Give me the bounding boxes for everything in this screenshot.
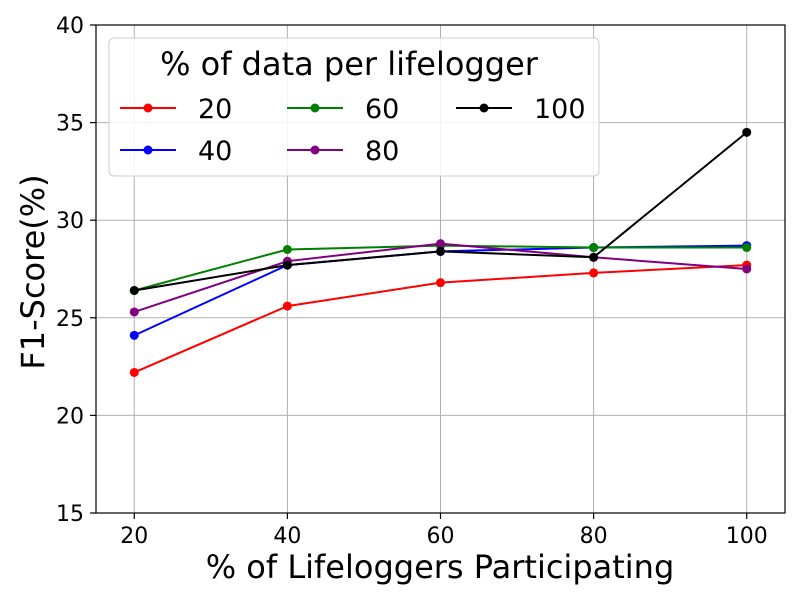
data-point-40-20 [129, 330, 139, 340]
y-tick-label: 20 [56, 404, 84, 429]
x-tick-label: 20 [120, 524, 148, 549]
y-tick-label: 35 [56, 112, 84, 137]
y-tick-label: 40 [56, 14, 84, 39]
x-tick-label: 40 [273, 524, 301, 549]
legend-marker-20 [143, 103, 153, 113]
x-tick-label: 80 [580, 524, 608, 549]
data-point-100-40 [282, 260, 292, 270]
legend-label-100: 100 [534, 94, 586, 125]
legend-label-80: 80 [365, 136, 399, 167]
y-tick-label: 25 [56, 307, 84, 332]
data-point-80-60 [436, 239, 445, 249]
x-axis-title: % of Lifeloggers Participating [206, 548, 675, 586]
data-point-20-20 [129, 367, 139, 377]
legend: % of data per lifelogger 20 40 60 80 100 [108, 37, 600, 177]
legend-box [108, 37, 600, 177]
legend-title: % of data per lifelogger [160, 45, 539, 83]
legend-label-60: 60 [365, 94, 399, 125]
plot-series [129, 127, 752, 377]
x-tick-label: 60 [427, 524, 455, 549]
data-point-80-20 [129, 307, 139, 317]
legend-marker-60 [310, 103, 320, 113]
data-point-100-20 [129, 285, 139, 295]
legend-marker-100 [479, 103, 489, 113]
data-point-100-80 [589, 252, 599, 262]
data-point-60-40 [282, 244, 292, 254]
data-point-20-60 [436, 278, 445, 288]
axes: 20 40 60 80 100 15 20 25 30 35 40 [56, 14, 786, 549]
data-point-60-80 [589, 243, 599, 253]
data-point-60-100 [742, 243, 752, 253]
y-tick-label: 30 [56, 209, 84, 234]
data-point-100-60 [436, 246, 445, 256]
legend-marker-40 [143, 145, 153, 155]
x-tick-label: 100 [726, 524, 768, 549]
data-point-20-40 [282, 301, 292, 311]
data-point-80-100 [742, 264, 752, 274]
y-tick-label: 15 [56, 502, 84, 527]
data-point-100-100 [742, 127, 752, 137]
y-axis-title: F1-Score(%) [14, 174, 52, 369]
data-point-20-80 [589, 268, 599, 278]
legend-label-40: 40 [198, 136, 232, 167]
legend-marker-80 [310, 145, 320, 155]
legend-label-20: 20 [198, 94, 232, 125]
